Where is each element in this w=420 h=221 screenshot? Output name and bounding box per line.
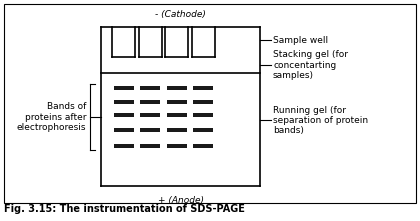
Text: + (Anode): + (Anode) [158,196,204,205]
Bar [114,113,134,117]
Bar [114,144,134,148]
Text: Fig. 3.15: The instrumentation of SDS-PAGE: Fig. 3.15: The instrumentation of SDS-PA… [4,204,245,214]
Bar [114,86,134,90]
Text: Bands of
proteins after
electrophoresis: Bands of proteins after electrophoresis [17,102,86,132]
Text: Stacking gel (for
concentarting
samples): Stacking gel (for concentarting samples) [273,50,348,80]
Bar [140,86,160,90]
Bar [193,100,213,104]
Bar [193,86,213,90]
Bar [114,100,134,104]
Bar [167,100,187,104]
Bar [193,144,213,148]
Bar [167,113,187,117]
Bar [140,100,160,104]
Bar [193,113,213,117]
Bar [193,128,213,132]
Bar [114,128,134,132]
Text: Running gel (for
separation of protein
bands): Running gel (for separation of protein b… [273,106,368,135]
Bar [167,144,187,148]
Bar [167,128,187,132]
Bar [140,128,160,132]
Text: - (Cathode): - (Cathode) [155,10,206,19]
Bar [140,144,160,148]
Text: Sample well: Sample well [273,36,328,45]
Bar [167,86,187,90]
Bar [140,113,160,117]
